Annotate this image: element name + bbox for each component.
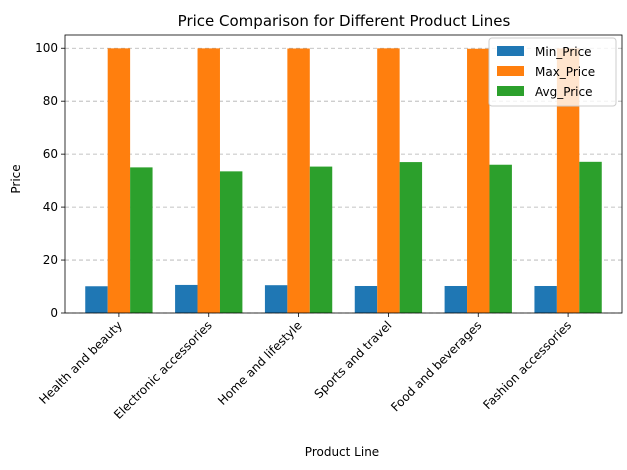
bar-min-price xyxy=(444,285,468,313)
bar-max-price xyxy=(467,48,490,314)
bar-max-price xyxy=(197,48,220,313)
x-tick-label: Electronic accessories xyxy=(111,318,215,422)
bar-avg-price xyxy=(399,162,423,313)
bar-min-price xyxy=(354,285,378,313)
bar-min-price xyxy=(534,285,557,313)
bar-min-price xyxy=(175,284,198,313)
y-axis-label: Price xyxy=(9,164,23,193)
y-tick-label: 60 xyxy=(43,147,58,161)
bar-min-price xyxy=(85,286,108,313)
bar-avg-price xyxy=(579,161,602,313)
y-tick-label: 80 xyxy=(43,94,58,108)
bar-max-price xyxy=(287,48,310,313)
legend-swatch xyxy=(497,86,524,96)
y-tick-label: 20 xyxy=(43,253,58,267)
x-tick-label: Sports and travel xyxy=(311,318,394,401)
chart-title: Price Comparison for Different Product L… xyxy=(178,12,511,30)
legend-swatch xyxy=(497,66,524,76)
legend-label: Max_Price xyxy=(535,65,595,79)
bar-min-price xyxy=(264,285,288,313)
bar-max-price xyxy=(107,48,131,314)
x-tick-label: Food and beverages xyxy=(388,318,484,414)
legend-swatch xyxy=(497,46,524,56)
x-tick-label: Health and beauty xyxy=(36,318,125,407)
bar-avg-price xyxy=(219,171,243,313)
bar-max-price xyxy=(556,48,580,313)
bars xyxy=(85,48,602,314)
y-tick-label: 40 xyxy=(43,200,58,214)
bar-avg-price xyxy=(489,164,512,313)
legend: Min_Price Max_Price Avg_Price xyxy=(488,37,617,107)
bar-avg-price xyxy=(309,166,333,313)
legend-label: Min_Price xyxy=(535,45,592,59)
plot-frame xyxy=(64,34,623,314)
x-tick-label: Fashion accessories xyxy=(480,318,574,412)
x-tick-label: Home and lifestyle xyxy=(215,318,305,408)
legend-label: Avg_Price xyxy=(535,85,593,99)
y-tick-label: 100 xyxy=(35,41,58,55)
x-axis-label: Product Line xyxy=(305,445,379,459)
y-tick-label: 0 xyxy=(50,306,58,320)
bar-avg-price xyxy=(130,167,153,313)
bar-max-price xyxy=(377,48,400,314)
